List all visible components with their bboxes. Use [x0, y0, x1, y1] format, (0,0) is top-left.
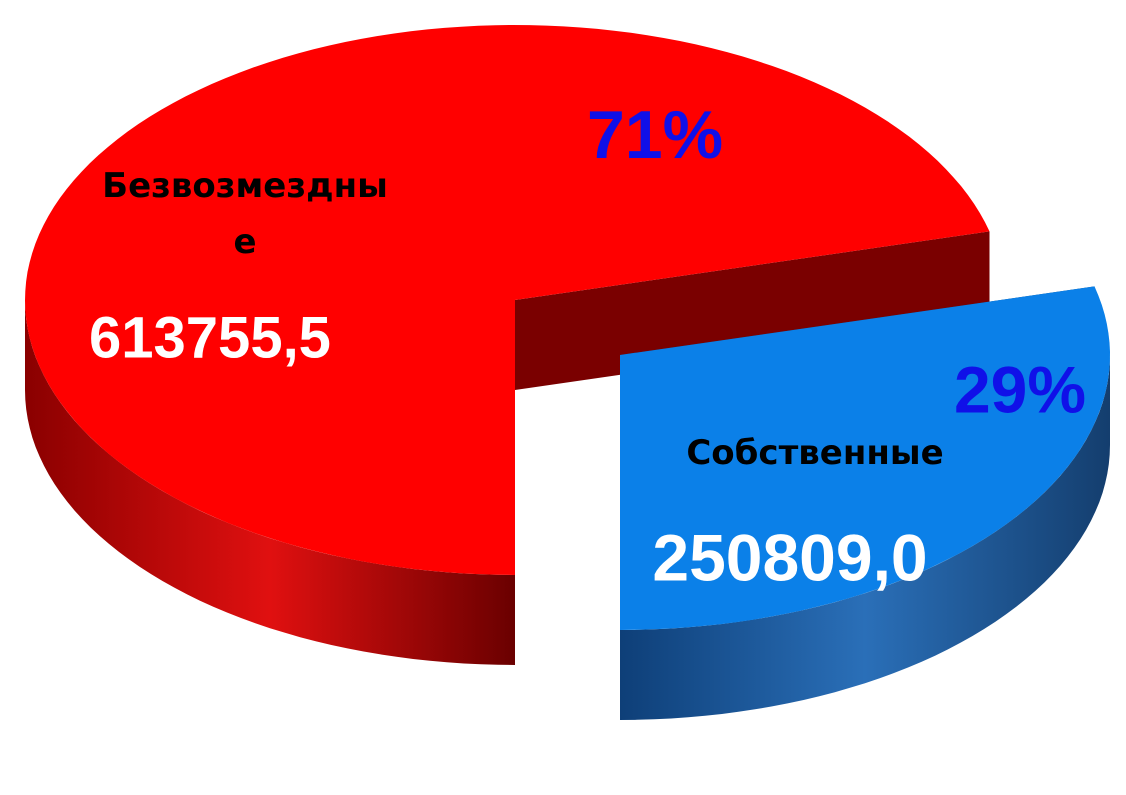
percent-label: 71% — [587, 97, 723, 173]
slice — [25, 25, 990, 575]
value-label: 250809,0 — [652, 520, 927, 594]
category-label: Собственные — [686, 433, 944, 473]
slice-side — [620, 355, 1110, 720]
percent-label: 29% — [954, 352, 1086, 426]
category-label: Безвозмездные — [102, 166, 388, 262]
value-label: 613755,5 — [89, 305, 331, 370]
slice-side — [25, 300, 515, 665]
slice — [620, 286, 1110, 630]
slice-cut-face — [515, 231, 990, 390]
